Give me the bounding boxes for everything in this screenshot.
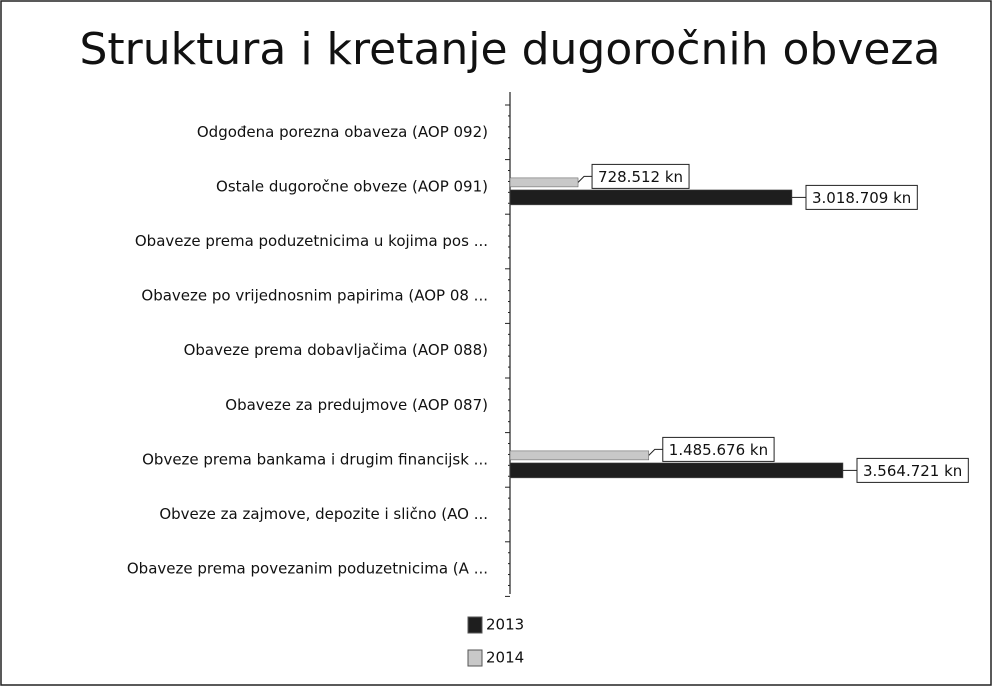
category-label: Ostale dugoročne obveze (AOP 091) <box>216 177 488 195</box>
category-label: Obaveze prema dobavljačima (AOP 088) <box>184 341 488 359</box>
legend-label: 2013 <box>486 616 524 634</box>
category-label: Obaveze prema povezanim poduzetnicima (A… <box>127 560 488 578</box>
category-label: Obaveze po vrijednosnim papirima (AOP 08… <box>141 287 488 305</box>
leader-line <box>577 175 593 183</box>
category-label: Odgođena porezna obaveza (AOP 092) <box>197 123 488 141</box>
value-label-box <box>591 163 690 189</box>
legend-swatch <box>467 649 483 667</box>
category-label: Obveze za zajmove, depozite i slično (AO… <box>159 505 488 523</box>
value-label-box <box>805 184 918 210</box>
value-label: 1.485.676 kn <box>669 441 768 459</box>
chart-title: Struktura i kretanje dugoročnih obveza <box>80 24 941 75</box>
category-label: Obveze prema bankama i drugim financijsk… <box>142 450 488 468</box>
category-label: Obaveze za predujmove (AOP 087) <box>225 396 488 414</box>
value-label: 728.512 kn <box>598 168 683 186</box>
bar <box>509 450 650 461</box>
value-label-box <box>856 457 969 483</box>
bar <box>509 189 793 206</box>
leader-line <box>648 448 663 456</box>
value-label-box <box>662 436 775 462</box>
bar <box>509 462 844 479</box>
value-label: 3.018.709 kn <box>812 189 911 207</box>
legend-label: 2014 <box>486 649 524 667</box>
category-label: Obaveze prema poduzetnicima u kojima pos… <box>135 232 488 250</box>
legend-swatch <box>467 616 483 634</box>
bar <box>509 177 579 188</box>
value-label: 3.564.721 kn <box>863 462 962 480</box>
